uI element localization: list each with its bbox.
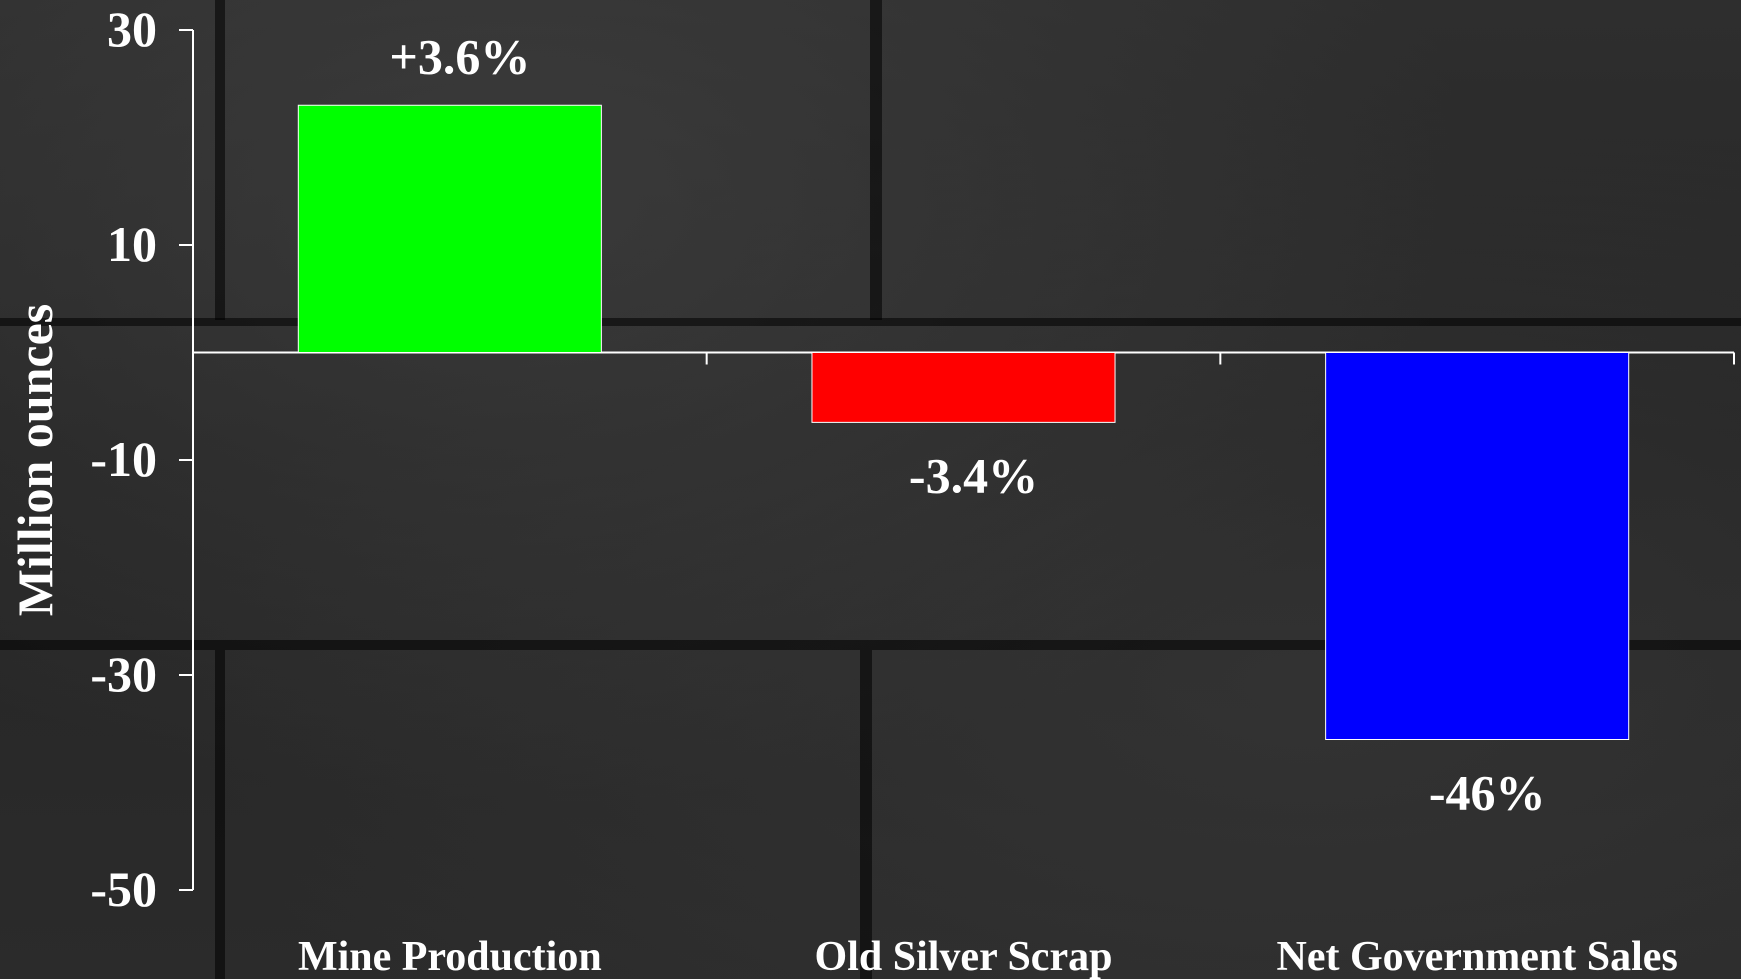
y-tick-label: 30 xyxy=(107,1,157,57)
background-seam xyxy=(870,0,882,320)
y-tick-label: -30 xyxy=(90,646,157,702)
y-axis-title: Million ounces xyxy=(7,304,63,617)
bar-layer xyxy=(297,104,1630,740)
background-seam xyxy=(215,650,225,979)
bar-net-government-sales xyxy=(1325,352,1630,740)
label-layer: +3.6% Mine Production -3.4% Old Silver Scra… xyxy=(298,28,1678,979)
category-label: Old Silver Scrap xyxy=(815,934,1113,979)
category-label: Mine Production xyxy=(298,934,602,979)
axis-layer: 30 10 -10 -30 -50 xyxy=(90,1,1735,917)
background-seam xyxy=(0,640,1741,650)
background-seam xyxy=(0,318,1741,326)
data-label: -3.4% xyxy=(909,447,1038,503)
category-label: Net Government Sales xyxy=(1277,934,1678,979)
data-label: +3.6% xyxy=(389,28,530,84)
y-tick-label: -50 xyxy=(90,861,157,917)
y-tick-label: 10 xyxy=(107,216,157,272)
background-seam xyxy=(860,650,872,979)
y-tick-label: -10 xyxy=(90,431,157,487)
background-seam xyxy=(215,0,225,320)
data-label: -46% xyxy=(1429,765,1546,821)
bar-old-silver-scrap xyxy=(811,352,1116,423)
bar-mine-production xyxy=(297,104,602,353)
